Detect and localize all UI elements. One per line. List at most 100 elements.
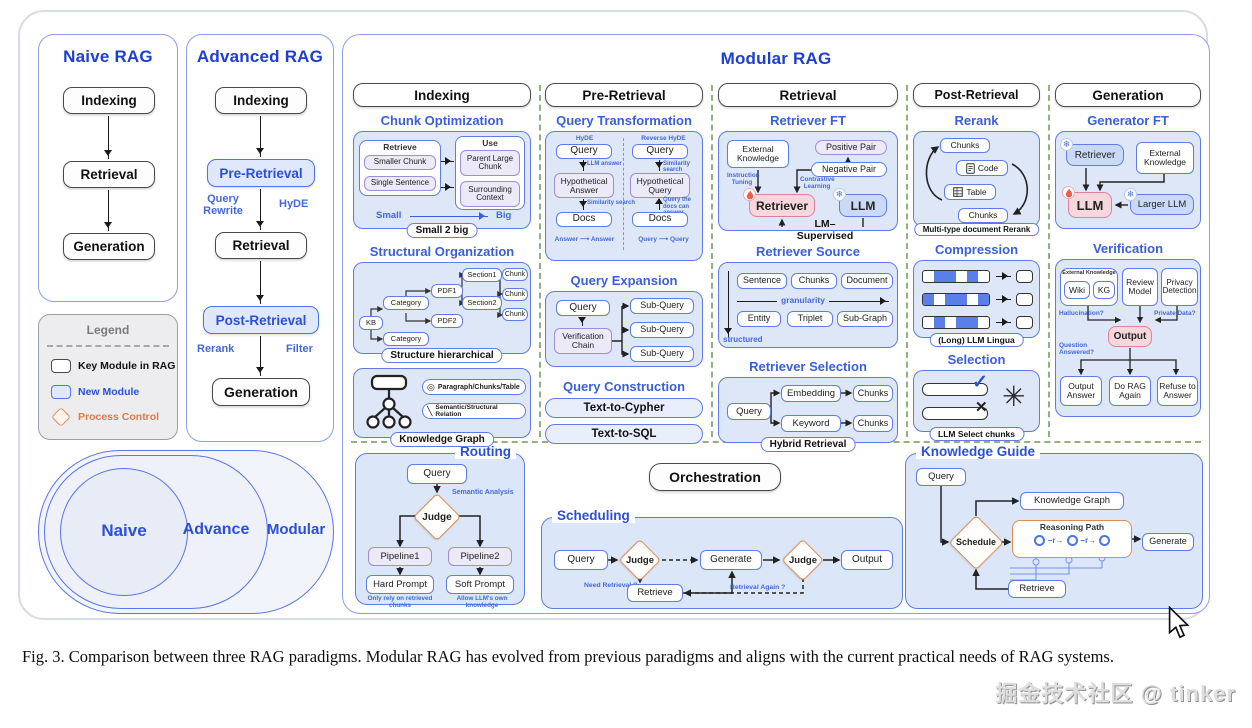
node-icon xyxy=(1066,535,1078,546)
sched-judge1-label: Judge xyxy=(626,554,654,566)
arrow-down-icon xyxy=(104,190,113,231)
wiki-chip: Wiki xyxy=(1064,281,1090,299)
granularity-label: granularity xyxy=(777,295,829,305)
arrow-right-icon xyxy=(996,295,1011,304)
key-module-swatch-icon xyxy=(51,359,71,373)
advanced-retrieval-box: Retrieval xyxy=(215,232,307,259)
modular-rag-panel: Modular RAG Indexing Chunk Optimization … xyxy=(342,34,1210,614)
legend-title: Legend xyxy=(86,323,130,337)
pdf1-chip: PDF1 xyxy=(431,284,463,298)
sentence-chip: Sentence xyxy=(737,273,787,289)
code-file-icon xyxy=(966,162,975,174)
chunks-chip: Chunks xyxy=(853,385,893,402)
legend-key-module: Key Module in RAG xyxy=(51,359,175,373)
similarity-search-label: Similarity search xyxy=(587,200,636,206)
legend-new-module-label: New Module xyxy=(78,386,140,398)
knowledge-graph-box: ◎ Paragraph/Chunks/Table ╲ Semantic/Stru… xyxy=(353,368,531,447)
legend-process-control-label: Process Control xyxy=(78,411,160,423)
rhyde-query-chip: Query xyxy=(632,144,688,159)
hard-prompt-chip: Hard Prompt xyxy=(366,575,434,594)
smaller-chunk-chip: Smaller Chunk xyxy=(364,155,436,170)
token-bar-icon xyxy=(922,293,990,306)
structured-label: structured xyxy=(723,335,763,344)
scheduling-box: Scheduling Query Judge Generate xyxy=(541,508,903,609)
generation-header: Generation xyxy=(1055,83,1201,107)
ver-external-knowledge-label: External Knowledge xyxy=(1062,270,1116,276)
retriever-selection-box: Query Embedding Chunks Keyword Chunks Hy… xyxy=(718,377,898,452)
category-chip: Category xyxy=(383,296,429,310)
compression-box: (Long) LLM Lingua xyxy=(913,260,1040,347)
llm-answer-label: LLM answer xyxy=(587,161,622,167)
chunk-bar-icon xyxy=(922,383,988,396)
llm-box: LLM xyxy=(839,194,887,217)
generator-ft-title: Generator FT xyxy=(1087,113,1169,128)
chunk-chip: Chunk xyxy=(502,288,528,301)
generate-chip: Generate xyxy=(700,550,762,570)
chunk-chip: Chunk xyxy=(502,308,528,321)
query-expansion-title: Query Expansion xyxy=(570,273,678,288)
arrow-right-icon xyxy=(996,272,1011,281)
sub-query-chip: Sub-Query xyxy=(630,322,694,338)
kg-graph-chip: Knowledge Graph xyxy=(1020,492,1124,510)
filter-label: Filter xyxy=(286,343,313,355)
text-to-cypher-pill: Text-to-Cypher xyxy=(545,398,703,418)
pre-retrieval-header: Pre-Retrieval xyxy=(545,83,703,107)
llm-select-chunks-tag: LLM Select chunks xyxy=(929,427,1024,441)
query-transformation-box: HyDE Query LLM answer Hypothetical Answe… xyxy=(545,131,703,261)
verification-box: External Knowledge Wiki KG Review Model … xyxy=(1055,259,1201,417)
embedding-chip: Embedding xyxy=(781,385,841,402)
orchestration-pill: Orchestration xyxy=(649,463,781,491)
chunks-chip: Chunks xyxy=(853,415,893,432)
question-answered-label: Question Answered? xyxy=(1059,342,1095,357)
sub-query-chip: Sub-Query xyxy=(630,346,694,362)
small-label: Small xyxy=(376,210,402,221)
structural-organization-title: Structural Organization xyxy=(369,244,515,259)
r-arrow-label: –r→ xyxy=(1080,536,1097,545)
chunks-chip: Chunks xyxy=(958,208,1008,223)
pipeline1-chip: Pipeline1 xyxy=(368,547,432,566)
soft-prompt-caption: Allow LLM's own knowledge xyxy=(456,595,508,610)
chunk-optimization-box: Retrieve Smaller Chunk Single Sentence U… xyxy=(353,131,531,238)
routing-judge-diamond: Judge xyxy=(412,492,462,542)
knowledge-guide-box: Knowledge Guide Query xyxy=(905,444,1203,609)
compressed-box-icon xyxy=(1016,270,1033,283)
figure-caption: Fig. 3. Comparison between three RAG par… xyxy=(22,647,1114,666)
generator-ft-box: Retriever ❄ External Knowledge LLM Large… xyxy=(1055,131,1201,229)
hallucination-label: Hallucination? xyxy=(1059,310,1104,317)
legend-panel: Legend Key Module in RAG New Module Proc… xyxy=(38,314,178,440)
sched-judge2-label: Judge xyxy=(789,554,817,566)
llm-lingua-tag: (Long) LLM Lingua xyxy=(929,333,1024,347)
external-knowledge-chip: External Knowledge xyxy=(727,140,789,168)
cross-icon: ✕ xyxy=(975,399,988,416)
hypothetical-answer-chip: Hypothetical Answer xyxy=(554,173,614,198)
query-rewrite-label: Query Rewrite xyxy=(203,193,243,218)
naive-indexing-box: Indexing xyxy=(63,87,155,114)
column-post-retrieval: Post-Retrieval Rerank Chunks Code xyxy=(913,83,1040,441)
venn-modular-label: Modular xyxy=(266,521,326,538)
snowflake-icon: ❄ xyxy=(833,188,846,201)
chunk-optimization-title: Chunk Optimization xyxy=(380,113,504,128)
sched-query-chip: Query xyxy=(554,550,608,570)
arrow-down-icon xyxy=(256,336,265,376)
verification-chain-chip: Verification Chain xyxy=(554,328,612,354)
contrastive-learning-label: Contrastive Learning xyxy=(800,176,835,190)
figure-canvas: Naive RAG Indexing Retrieval Generation … xyxy=(18,10,1210,620)
arrow-right-icon xyxy=(441,183,454,192)
query-construction-title: Query Construction xyxy=(562,379,686,394)
routing-title: Routing xyxy=(455,444,516,459)
column-separator xyxy=(539,85,541,437)
routing-judge-label: Judge xyxy=(422,511,452,523)
hyde-label: HyDE xyxy=(279,198,309,210)
venn-advance-label: Advance xyxy=(182,521,250,538)
node-icon xyxy=(1099,535,1111,546)
arrow-right-icon xyxy=(441,157,454,166)
arrow-down-icon xyxy=(579,199,588,210)
hard-prompt-caption: Only rely on retrieved chunks xyxy=(367,595,433,610)
compressed-box-icon xyxy=(1016,293,1033,306)
kg-retrieve-chip: Retrieve xyxy=(1008,580,1066,598)
positive-pair-chip: Positive Pair xyxy=(815,140,887,155)
qt-divider xyxy=(623,138,624,250)
ver-external-knowledge-group: External Knowledge Wiki KG xyxy=(1060,268,1118,306)
hybrid-retrieval-tag: Hybrid Retrieval xyxy=(760,437,856,452)
section1-chip: Section1 xyxy=(462,268,502,282)
